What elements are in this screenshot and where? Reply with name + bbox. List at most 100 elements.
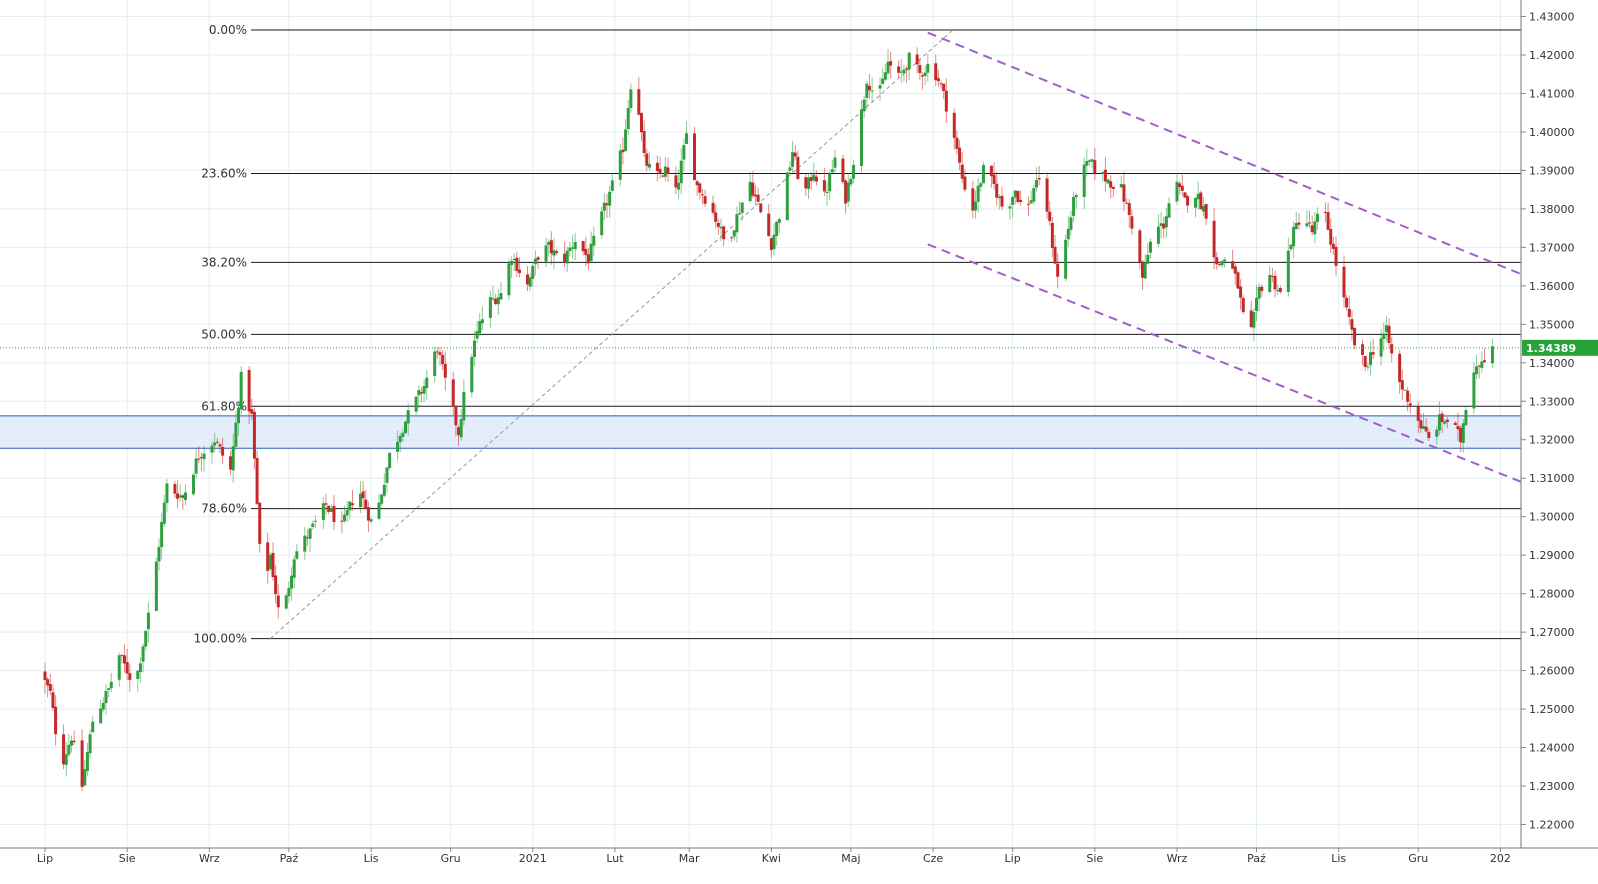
candle-down: [1037, 177, 1041, 180]
candle-up: [981, 164, 985, 184]
candle-down: [1308, 222, 1312, 224]
candle-down: [1130, 216, 1134, 229]
candle-up: [138, 663, 142, 673]
y-tick-label: 1.38000: [1529, 203, 1575, 216]
candle-down: [1347, 308, 1351, 317]
candle-up: [830, 169, 834, 173]
candle-up: [1087, 160, 1091, 162]
candle-down: [197, 458, 201, 460]
candle-up: [1106, 179, 1110, 184]
x-tick-label: Sie: [119, 852, 136, 865]
candle-down: [515, 257, 519, 272]
candle-down: [944, 90, 948, 112]
candle-down: [51, 692, 55, 708]
candle-down: [123, 655, 127, 664]
candle-up: [1292, 226, 1296, 247]
candle-down: [252, 411, 256, 459]
candle-up: [1286, 250, 1290, 292]
candle-down: [989, 165, 993, 177]
x-tick-label: 202: [1490, 852, 1511, 865]
candle-down: [1138, 230, 1142, 263]
candle-up: [237, 407, 241, 424]
y-tick-label: 1.40000: [1529, 126, 1575, 139]
candle-up: [629, 89, 633, 108]
candle-down: [1231, 261, 1235, 269]
candle-up: [772, 234, 776, 249]
y-tick-label: 1.35000: [1529, 318, 1575, 331]
candle-down: [549, 240, 553, 254]
candle-up: [1164, 216, 1168, 228]
candle-down: [1109, 181, 1113, 188]
y-tick-label: 1.32000: [1529, 434, 1575, 447]
candle-down: [621, 149, 625, 153]
y-tick-label: 1.37000: [1529, 241, 1575, 254]
candle-up: [907, 52, 911, 70]
candle-up: [732, 230, 736, 237]
candle-up: [91, 721, 95, 733]
candle-down: [822, 180, 826, 192]
candle-up: [475, 331, 479, 339]
candle-up: [1313, 221, 1317, 235]
candle-down: [1273, 275, 1277, 290]
candle-up: [1011, 197, 1015, 205]
candle-up: [1382, 333, 1386, 340]
candle-up: [88, 734, 92, 754]
candle-up: [210, 445, 214, 453]
y-tick-label: 1.42000: [1529, 49, 1575, 62]
candle-up: [1464, 410, 1468, 426]
candle-up: [860, 109, 864, 167]
candle-down: [722, 226, 726, 240]
candle-down: [1056, 263, 1060, 277]
candle-up: [1472, 372, 1476, 409]
trend-lines: [270, 30, 1522, 640]
candle-up: [1074, 194, 1078, 198]
candle-up: [1194, 197, 1198, 208]
candle-up: [1255, 297, 1259, 311]
candle-up: [385, 467, 389, 483]
candle-up: [401, 432, 405, 437]
fib-level-label: 61.80%: [201, 399, 247, 413]
candle-up: [528, 277, 532, 287]
candle-down: [920, 75, 924, 77]
candle-up: [647, 163, 651, 168]
candle-down: [841, 158, 845, 182]
candle-up: [462, 392, 466, 421]
candle-up: [788, 167, 792, 171]
candle-down: [271, 552, 275, 578]
candle-down: [1345, 297, 1349, 308]
candle-up: [1119, 184, 1123, 188]
candle-up: [1276, 290, 1280, 292]
candle-up: [618, 150, 622, 180]
candle-up: [512, 259, 516, 261]
candle-up: [488, 297, 492, 318]
candle-up: [886, 61, 890, 74]
y-tick-label: 1.25000: [1529, 703, 1575, 716]
candle-down: [658, 168, 662, 174]
candle-up: [377, 502, 381, 519]
candle-down: [435, 351, 439, 353]
candle-up: [974, 201, 978, 211]
candle-up: [1475, 366, 1479, 375]
candle-down: [54, 706, 58, 735]
candle-down: [751, 182, 755, 196]
y-tick-label: 1.22000: [1529, 819, 1575, 832]
candle-down: [971, 188, 975, 211]
candle-down: [364, 499, 368, 509]
candle-up: [287, 587, 291, 597]
candle-up: [67, 744, 71, 755]
candle-down: [1199, 192, 1203, 210]
candle-up: [565, 250, 569, 264]
candle-up: [184, 492, 188, 501]
candle-up: [292, 559, 296, 578]
fib-level-label: 50.00%: [201, 327, 247, 341]
candle-down: [1419, 420, 1423, 429]
candle-down: [1180, 185, 1184, 191]
candle-down: [639, 113, 643, 133]
candle-up: [1379, 338, 1383, 357]
candle-up: [833, 157, 837, 168]
y-tick-label: 1.36000: [1529, 280, 1575, 293]
candle-down: [1111, 186, 1115, 189]
candle-up: [1294, 223, 1298, 229]
candle-up: [194, 458, 198, 474]
